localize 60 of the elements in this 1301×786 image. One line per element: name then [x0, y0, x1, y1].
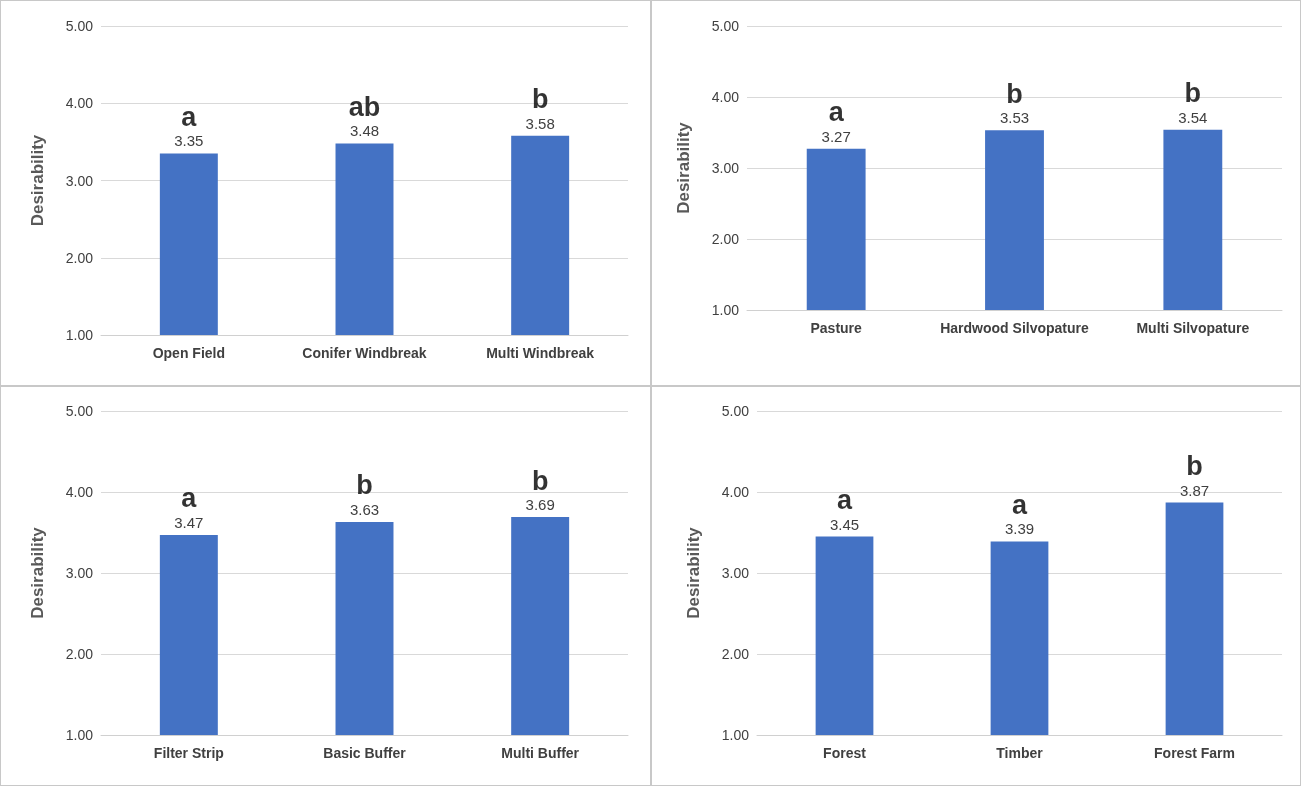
- annotation: a: [836, 485, 853, 516]
- y-tick-label: 2.00: [711, 231, 740, 247]
- data-label: 3.48: [349, 122, 380, 140]
- annotation: b: [531, 84, 549, 115]
- data-label: 3.63: [349, 500, 380, 518]
- y-tick-label: 3.00: [711, 160, 740, 176]
- annotation: ab: [348, 91, 381, 122]
- x-tick-label: Conifer Windbreak: [302, 345, 427, 361]
- x-tick-label: Basic Buffer: [323, 745, 407, 761]
- y-tick-label: 4.00: [721, 484, 750, 500]
- data-label: 3.58: [525, 114, 555, 132]
- x-tick-label: Filter Strip: [153, 745, 224, 761]
- y-tick-label: 1.00: [65, 727, 94, 743]
- x-tick-label: Multi Silvopature: [1136, 320, 1250, 336]
- annotation: a: [181, 101, 198, 132]
- x-tick-label: Timber: [996, 745, 1044, 761]
- x-tick-label: Multi Buffer: [501, 745, 580, 761]
- y-tick-label: 4.00: [711, 89, 740, 105]
- data-label: 3.47: [174, 513, 204, 531]
- data-label: 3.35: [174, 132, 204, 150]
- x-tick-label: Forest Farm: [1154, 745, 1235, 761]
- y-tick-label: 1.00: [721, 727, 750, 743]
- x-tick-label: Forest: [823, 745, 867, 761]
- y-tick-label: 2.00: [65, 646, 94, 662]
- annotation: b: [356, 470, 373, 501]
- data-label: 3.53: [999, 109, 1030, 127]
- y-tick-label: 5.00: [65, 403, 94, 419]
- y-tick-label: 5.00: [65, 18, 94, 34]
- annotation: a: [1011, 489, 1028, 520]
- data-label: 3.87: [1179, 481, 1210, 499]
- y-tick-label: 3.00: [721, 565, 750, 581]
- y-axis-title: Desirability: [684, 526, 703, 619]
- y-tick-label: 3.00: [65, 565, 94, 581]
- data-label: 3.45: [829, 515, 860, 533]
- y-axis-title: Desirability: [674, 121, 693, 214]
- annotation: a: [828, 97, 845, 128]
- x-tick-label: Pasture: [810, 320, 863, 336]
- y-tick-label: 1.00: [65, 327, 94, 343]
- x-tick-label: Multi Windbreak: [486, 345, 595, 361]
- data-label: 3.27: [821, 127, 851, 145]
- annotation: b: [1186, 451, 1203, 482]
- y-axis-title: Desirability: [28, 526, 47, 619]
- y-tick-label: 3.00: [65, 172, 94, 189]
- data-label: 3.69: [525, 496, 555, 514]
- y-tick-label: 1.00: [711, 302, 740, 318]
- y-tick-label: 4.00: [65, 95, 94, 112]
- annotation: b: [1006, 78, 1023, 109]
- y-tick-label: 5.00: [721, 403, 750, 419]
- y-tick-label: 2.00: [65, 249, 94, 266]
- data-label: 3.54: [1178, 108, 1208, 126]
- annotation: a: [181, 483, 198, 514]
- annotation: b: [1184, 78, 1202, 109]
- y-tick-label: 4.00: [65, 484, 94, 500]
- x-tick-label: Open Field: [152, 345, 226, 361]
- y-tick-label: 5.00: [711, 18, 740, 34]
- y-tick-label: 2.00: [721, 646, 750, 662]
- x-tick-label: Hardwood Silvopature: [940, 320, 1089, 336]
- data-label: 3.39: [1004, 520, 1035, 538]
- annotation: b: [531, 465, 549, 496]
- y-axis-title: Desirability: [28, 134, 47, 227]
